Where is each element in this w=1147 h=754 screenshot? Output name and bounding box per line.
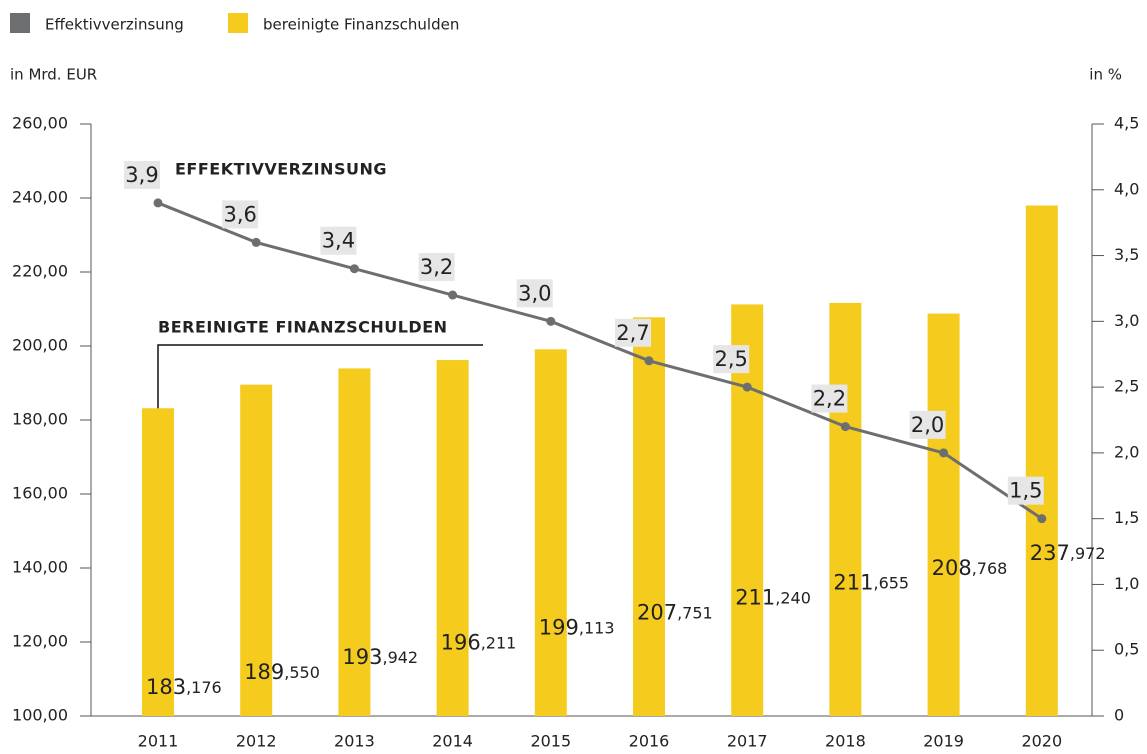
- y-tick-label: 200,00: [12, 336, 68, 355]
- annotation: BEREINIGTE FINANZSCHULDEN: [158, 318, 448, 337]
- y-tick-label: 260,00: [12, 114, 68, 133]
- bar-value-label: 211,240: [735, 586, 811, 610]
- y-axis-label: in Mrd. EUR: [10, 66, 97, 84]
- y-tick-label: 100,00: [12, 706, 68, 725]
- y2-tick-label: 1,0: [1114, 574, 1139, 593]
- x-tick-label: 2012: [236, 732, 277, 751]
- y-tick-label: 160,00: [12, 484, 68, 503]
- line-point: [251, 237, 261, 247]
- y-tick-label: 120,00: [12, 632, 68, 651]
- x-tick-label: 2016: [629, 732, 670, 751]
- annotation: EFFEKTIVVERZINSUNG: [175, 160, 387, 179]
- y2-tick-label: 3,5: [1114, 245, 1139, 264]
- line-point: [349, 264, 359, 274]
- y-tick-label: 240,00: [12, 188, 68, 207]
- bar: [1025, 205, 1058, 716]
- x-tick-label: 2014: [432, 732, 473, 751]
- line-point: [939, 448, 949, 458]
- y2-tick-label: 2,0: [1114, 442, 1139, 461]
- line-value-label: 3,2: [420, 255, 453, 279]
- line-point: [840, 422, 850, 432]
- line-value-label: 3,9: [125, 163, 158, 187]
- value-label-bg: [222, 200, 259, 229]
- x-tick-label: 2017: [727, 732, 768, 751]
- bar: [927, 313, 960, 716]
- value-label-bg: [615, 318, 651, 347]
- value-label-bg: [811, 384, 848, 413]
- y-tick-label: 180,00: [12, 410, 68, 429]
- y2-tick-label: 3,0: [1114, 311, 1139, 330]
- y2-tick-label: 1,5: [1114, 508, 1139, 527]
- value-label-bg: [320, 226, 357, 255]
- y2-tick-label: 4,0: [1114, 179, 1139, 198]
- line: [157, 201, 1043, 520]
- value-label-bg: [1007, 476, 1044, 505]
- bar: [829, 302, 862, 716]
- line-point: [1037, 514, 1047, 524]
- x-tick-label: 2013: [334, 732, 375, 751]
- value-label-bg: [713, 345, 750, 374]
- y2-tick-label: 0: [1114, 706, 1124, 725]
- value-label-bg: [909, 410, 946, 439]
- x-tick-label: 2011: [138, 732, 179, 751]
- legend-label: Effektivverzinsung: [45, 16, 184, 34]
- x-tick-label: 2020: [1021, 732, 1062, 751]
- y2-axis-label: in %: [1089, 66, 1122, 84]
- line-value-label: 2,7: [616, 321, 649, 345]
- line-point: [644, 356, 654, 366]
- bar: [142, 408, 174, 716]
- line-value-label: 3,6: [223, 202, 256, 226]
- bar-value-label: 183,176: [146, 675, 222, 699]
- bar: [240, 384, 273, 716]
- bar-value-label: 237,972: [1030, 541, 1106, 565]
- line-value-label: 1,5: [1009, 479, 1042, 503]
- line-value-label: 3,4: [322, 229, 355, 253]
- x-tick-label: 2015: [530, 732, 571, 751]
- x-tick-label: 2019: [923, 732, 964, 751]
- value-label-bg: [124, 160, 160, 189]
- y2-tick-label: 4,5: [1114, 114, 1139, 133]
- line-value-label: 2,5: [714, 347, 747, 371]
- line-value-label: 3,0: [518, 281, 551, 305]
- line-point: [448, 290, 458, 300]
- value-label-bg: [418, 253, 455, 282]
- legend-label: bereinigte Finanzschulden: [263, 16, 459, 34]
- bar-value-label: 193,942: [342, 645, 418, 669]
- bar: [534, 349, 567, 716]
- annotation-leader: [157, 344, 483, 428]
- line-value-label: 2,2: [813, 387, 846, 411]
- legend-swatch: [228, 13, 248, 33]
- line-point: [742, 382, 752, 392]
- bar: [633, 317, 665, 716]
- bar-value-label: 208,768: [932, 556, 1008, 580]
- bar-value-label: 211,655: [833, 571, 909, 595]
- bar-value-label: 196,211: [441, 630, 517, 654]
- bar-value-label: 199,113: [539, 615, 615, 639]
- legend-swatch: [10, 13, 30, 33]
- y-tick-label: 220,00: [12, 262, 68, 281]
- bar-value-label: 207,751: [637, 601, 713, 625]
- y2-tick-label: 0,5: [1114, 640, 1139, 659]
- line-value-label: 2,0: [911, 413, 944, 437]
- y-tick-label: 140,00: [12, 558, 68, 577]
- bar-value-label: 189,550: [244, 660, 320, 684]
- bar: [436, 360, 469, 716]
- line-point: [546, 316, 556, 326]
- value-label-bg: [516, 279, 553, 308]
- bar: [338, 368, 371, 716]
- x-tick-label: 2018: [825, 732, 866, 751]
- line-point: [153, 198, 163, 208]
- y2-tick-label: 2,5: [1114, 377, 1139, 396]
